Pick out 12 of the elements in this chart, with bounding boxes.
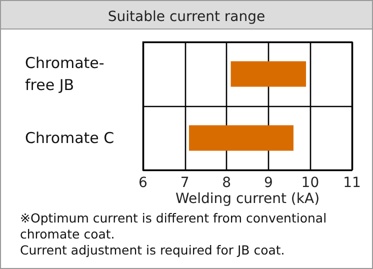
text: ※Optimum current is different from conventional chromate coat. [20,210,331,242]
y-tick-label: Chromate- free JB [25,54,104,94]
x-tick-label: 6 [138,175,148,191]
x-tick-label: 10 [301,175,320,191]
x-tick-label: 11 [343,175,361,191]
x-tick-label: 7 [180,175,190,191]
x-tick-label: 8 [222,175,232,191]
x-tick-label: 9 [264,175,273,191]
chart-title: Suitable current range [108,9,266,25]
text: Current adjustment is required for JB coat. [20,242,285,258]
x-axis-title: Welding current (kA) [175,191,320,207]
y-tick-label: Chromate C [25,129,114,147]
